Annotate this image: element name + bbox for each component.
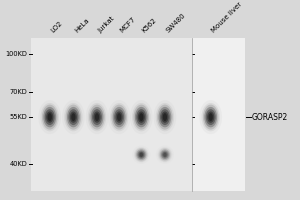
Ellipse shape (163, 113, 167, 121)
Ellipse shape (160, 149, 170, 160)
Text: 55KD: 55KD (10, 114, 28, 120)
Ellipse shape (111, 105, 127, 130)
Ellipse shape (139, 152, 144, 158)
Ellipse shape (161, 150, 169, 159)
Ellipse shape (113, 107, 125, 127)
Ellipse shape (68, 109, 78, 125)
Text: SW480: SW480 (165, 12, 187, 34)
Ellipse shape (130, 100, 153, 134)
Text: HeLa: HeLa (74, 17, 90, 34)
Ellipse shape (71, 113, 76, 121)
Ellipse shape (207, 111, 214, 123)
Ellipse shape (62, 100, 85, 134)
Ellipse shape (86, 100, 108, 134)
Ellipse shape (160, 109, 170, 125)
Ellipse shape (158, 107, 171, 127)
Ellipse shape (162, 152, 168, 158)
Bar (192, 38, 245, 191)
Text: LO2: LO2 (50, 20, 63, 34)
Ellipse shape (91, 107, 103, 127)
Ellipse shape (135, 148, 148, 161)
Bar (31, 38, 192, 191)
Ellipse shape (136, 109, 146, 125)
Ellipse shape (203, 105, 218, 130)
Ellipse shape (44, 107, 56, 127)
Ellipse shape (159, 148, 171, 161)
Ellipse shape (38, 100, 61, 134)
Ellipse shape (132, 146, 150, 164)
Text: 100KD: 100KD (6, 51, 28, 57)
Text: Jurkat: Jurkat (97, 15, 116, 34)
Text: 40KD: 40KD (10, 161, 28, 167)
Ellipse shape (161, 111, 169, 123)
Ellipse shape (134, 147, 149, 162)
Ellipse shape (45, 109, 55, 125)
Ellipse shape (88, 103, 106, 131)
Text: 70KD: 70KD (10, 89, 28, 95)
Ellipse shape (64, 103, 83, 131)
Ellipse shape (208, 113, 213, 121)
Ellipse shape (89, 105, 105, 130)
Ellipse shape (137, 150, 145, 159)
Ellipse shape (67, 107, 80, 127)
Ellipse shape (139, 113, 143, 121)
Ellipse shape (40, 103, 59, 131)
Ellipse shape (48, 113, 52, 121)
Ellipse shape (70, 111, 77, 123)
Ellipse shape (204, 107, 217, 127)
Ellipse shape (116, 111, 123, 123)
Ellipse shape (132, 103, 151, 131)
Text: MCF7: MCF7 (119, 16, 137, 34)
Ellipse shape (156, 103, 174, 131)
Ellipse shape (140, 153, 143, 157)
Ellipse shape (108, 100, 130, 134)
Text: K562: K562 (141, 17, 158, 34)
Ellipse shape (46, 111, 53, 123)
Ellipse shape (158, 147, 172, 162)
Ellipse shape (117, 113, 121, 121)
Ellipse shape (94, 111, 100, 123)
Ellipse shape (157, 105, 173, 130)
Ellipse shape (114, 109, 124, 125)
Text: Mouse liver: Mouse liver (211, 1, 243, 34)
Ellipse shape (135, 107, 148, 127)
Ellipse shape (136, 149, 146, 160)
Ellipse shape (92, 109, 102, 125)
Ellipse shape (163, 153, 167, 157)
Ellipse shape (110, 103, 128, 131)
Ellipse shape (66, 105, 81, 130)
Ellipse shape (42, 105, 58, 130)
Ellipse shape (200, 100, 222, 134)
Ellipse shape (95, 113, 99, 121)
Ellipse shape (154, 100, 176, 134)
Ellipse shape (134, 105, 149, 130)
Ellipse shape (202, 103, 220, 131)
Ellipse shape (138, 111, 145, 123)
Text: GORASP2: GORASP2 (252, 113, 288, 122)
Ellipse shape (156, 146, 174, 164)
Ellipse shape (206, 109, 216, 125)
